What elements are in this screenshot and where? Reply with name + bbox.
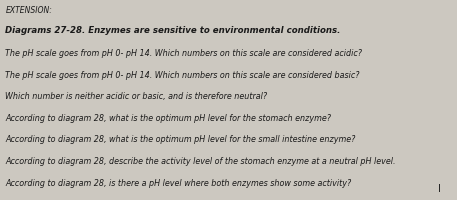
Text: Which number is neither acidic or basic, and is therefore neutral?: Which number is neither acidic or basic,… — [5, 92, 268, 101]
Text: According to diagram 28, what is the optimum pH level for the small intestine en: According to diagram 28, what is the opt… — [5, 135, 356, 144]
Text: The pH scale goes from pH 0- pH 14. Which numbers on this scale are considered a: The pH scale goes from pH 0- pH 14. Whic… — [5, 49, 362, 58]
Text: I: I — [438, 184, 441, 194]
Text: EXTENSION:: EXTENSION: — [5, 6, 53, 15]
Text: According to diagram 28, is there a pH level where both enzymes show some activi: According to diagram 28, is there a pH l… — [5, 179, 352, 188]
Text: Diagrams 27-28. Enzymes are sensitive to environmental conditions.: Diagrams 27-28. Enzymes are sensitive to… — [5, 26, 341, 35]
Text: According to diagram 28, what is the optimum pH level for the stomach enzyme?: According to diagram 28, what is the opt… — [5, 114, 331, 123]
Text: The pH scale goes from pH 0- pH 14. Which numbers on this scale are considered b: The pH scale goes from pH 0- pH 14. Whic… — [5, 71, 360, 80]
Text: According to diagram 28, describe the activity level of the stomach enzyme at a : According to diagram 28, describe the ac… — [5, 157, 396, 166]
